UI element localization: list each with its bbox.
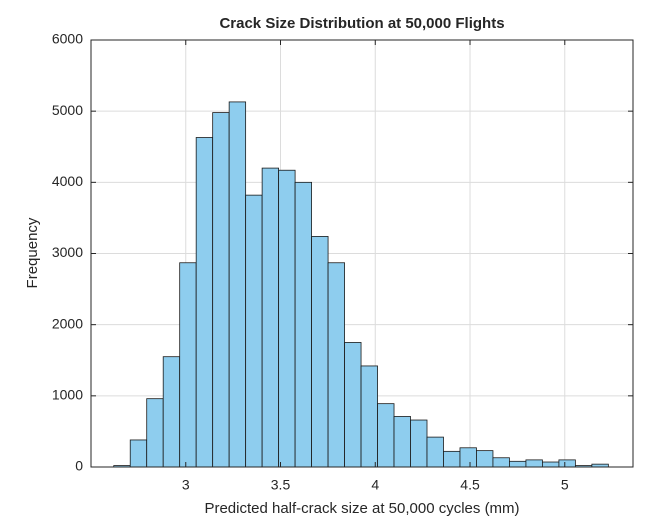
- bar: [212, 112, 230, 468]
- bar: [311, 236, 329, 468]
- bar: [278, 169, 296, 468]
- bar: [129, 439, 148, 468]
- bar: [509, 460, 527, 468]
- bar: [377, 403, 395, 468]
- bar: [393, 416, 411, 468]
- bar: [492, 457, 510, 468]
- bar: [146, 398, 164, 468]
- y-tick-label: 3000: [52, 244, 83, 260]
- y-tick-label: 1000: [52, 387, 83, 403]
- bar: [327, 262, 345, 468]
- bar: [344, 342, 362, 468]
- y-tick-label: 2000: [52, 315, 83, 331]
- bar: [179, 262, 197, 468]
- bar: [426, 436, 444, 468]
- y-tick-label: 5000: [52, 102, 83, 118]
- y-tick-label: 6000: [52, 31, 83, 47]
- x-tick-label: 5: [561, 477, 569, 493]
- bar: [294, 181, 312, 468]
- x-tick-label: 3: [182, 477, 190, 493]
- chart-title: Crack Size Distribution at 50,000 Flight…: [219, 15, 504, 32]
- x-tick-label: 3.5: [271, 477, 291, 493]
- y-tick-label: 4000: [52, 173, 83, 189]
- bar: [459, 447, 477, 468]
- bar: [410, 419, 428, 468]
- y-tick-label: 0: [75, 458, 83, 474]
- bar: [476, 450, 494, 468]
- x-tick-label: 4.5: [460, 477, 480, 493]
- bar: [162, 356, 181, 468]
- bar: [228, 101, 247, 468]
- bar: [443, 450, 461, 468]
- bar: [360, 365, 378, 468]
- bar: [261, 167, 280, 468]
- x-tick-label: 4: [371, 477, 379, 493]
- bar: [542, 461, 560, 468]
- bar: [245, 194, 263, 468]
- bar: [195, 137, 214, 468]
- y-axis-label: Frequency: [24, 217, 41, 288]
- x-axis-label: Predicted half-crack size at 50,000 cycl…: [204, 500, 519, 517]
- bar: [525, 459, 543, 468]
- bar: [558, 459, 576, 468]
